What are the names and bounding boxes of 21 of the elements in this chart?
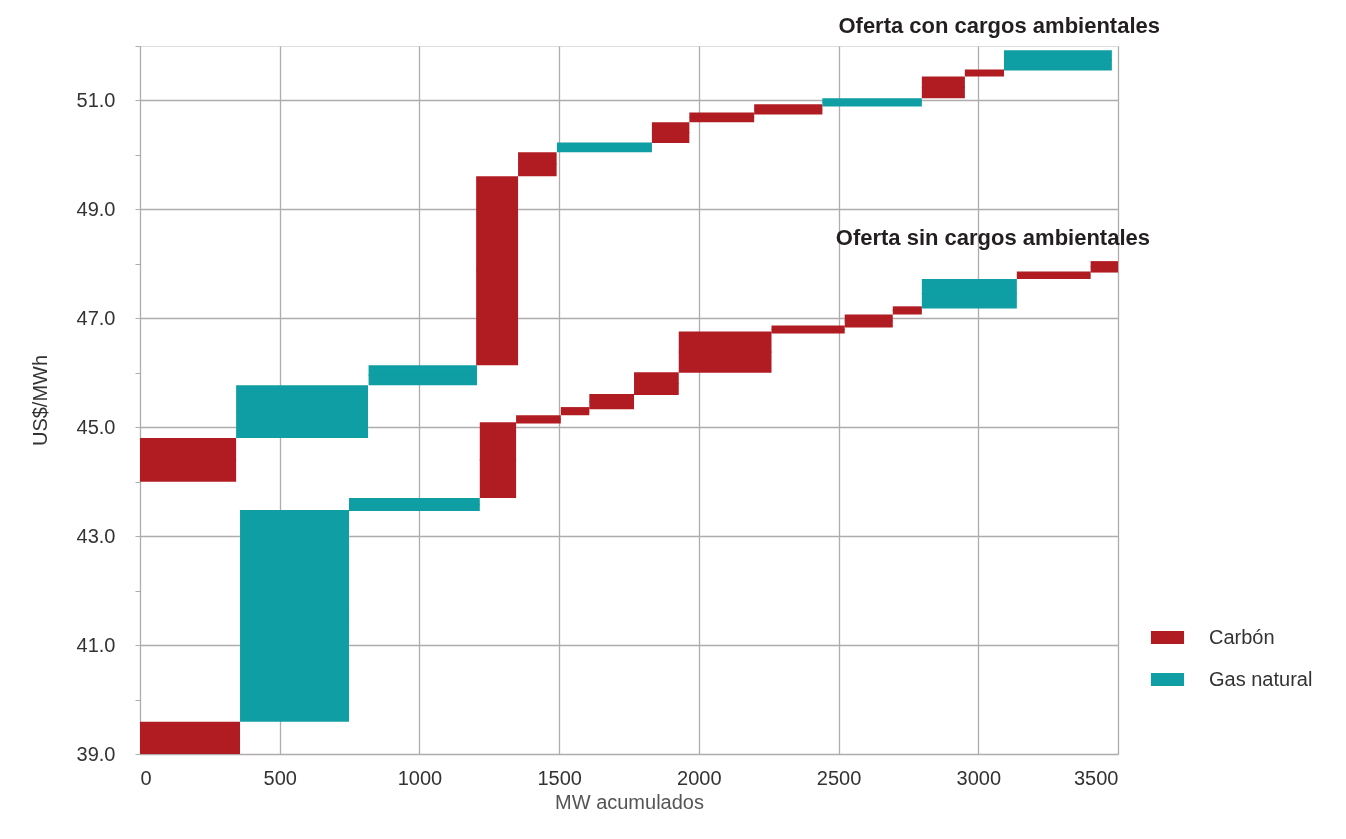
legend-label: Gas natural xyxy=(1209,667,1313,690)
x-axis-title: MW acumulados xyxy=(555,790,704,813)
y-tick-label: 45.0 xyxy=(76,415,116,438)
x-tick-label: 3500 xyxy=(1074,766,1119,789)
x-tick-label: 0 xyxy=(140,766,152,789)
text: Oferta con cargos ambientales xyxy=(838,13,1160,38)
y-tick-label: 41.0 xyxy=(76,633,116,656)
x-tick-label: 1000 xyxy=(397,766,443,789)
y-axis-title: US$/MWh xyxy=(28,354,51,447)
x-tick-label: 2000 xyxy=(677,766,722,789)
x-tick-label: 1500 xyxy=(537,766,582,789)
y-tick-label: 51.0 xyxy=(76,88,116,111)
y-tick-label: 39.0 xyxy=(76,742,116,765)
y-tick-label: 47.0 xyxy=(76,306,116,329)
x-tick-label: 2500 xyxy=(816,766,862,789)
legend-label: Carbón xyxy=(1209,625,1275,648)
x-tick-label: 3000 xyxy=(956,766,1002,789)
y-tick-label: 43.0 xyxy=(76,524,116,547)
y-tick-label: 49.0 xyxy=(76,197,116,220)
annotation: Oferta sin cargos ambientales xyxy=(835,225,1150,250)
x-tick-label: 500 xyxy=(263,766,297,789)
